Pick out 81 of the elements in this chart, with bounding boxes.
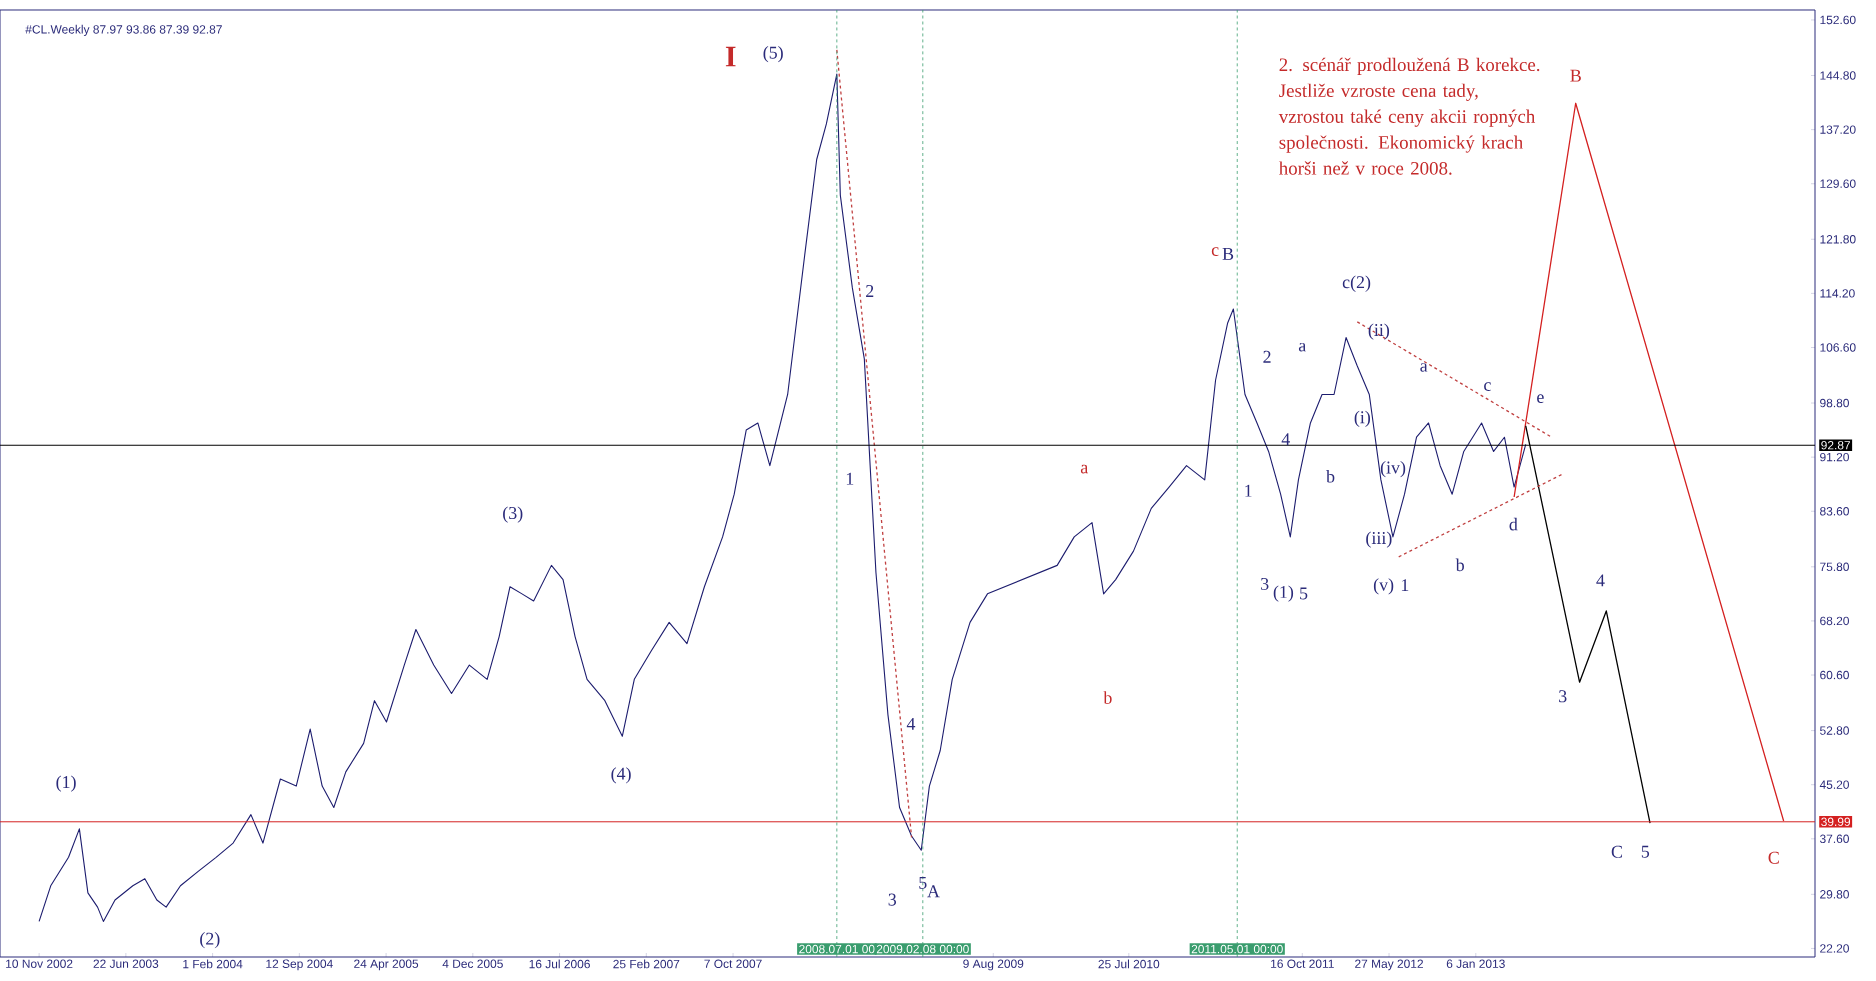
annotation: c(2): [1342, 275, 1371, 292]
y-tick-label: 45.20: [1819, 780, 1849, 789]
annotation: (1): [56, 775, 76, 792]
x-tick-label: 4 Dec 2005: [442, 959, 503, 968]
x-tick-label: 6 Jan 2013: [1446, 959, 1505, 968]
y-tick-label: 137.20: [1820, 125, 1856, 134]
ref-line-label: 2008.07.01 00: [799, 944, 875, 954]
y-tick-label: 91.20: [1820, 452, 1849, 462]
y-tick-label: 83.60: [1820, 507, 1849, 516]
annotation: 5: [1300, 587, 1308, 600]
annotation: a: [1080, 464, 1089, 474]
x-tick-label: 27 May 2012: [1355, 959, 1423, 971]
annotation: 2. scénář prodloužená B korekce. Jestliže vzroste cena tady, vzrostou také ceny akcii ropných společnosti. Ekonomický krach horši než v roce 2008.: [1278, 57, 1540, 175]
y-tick-label: 152.60: [1820, 15, 1856, 25]
annotation: 4: [1596, 574, 1605, 587]
x-tick-label: 24 Apr 2005: [354, 959, 419, 971]
annotation: I: [725, 46, 736, 67]
y-tick-label: 22.20: [1820, 944, 1849, 953]
y-tick-label: 60.60: [1820, 670, 1849, 680]
x-tick-label: 25 Feb 2007: [613, 959, 680, 969]
annotation: b: [1326, 469, 1335, 483]
annotation: b: [1103, 691, 1112, 704]
annotation: 5: [919, 876, 927, 889]
y-tick-label: 37.60: [1819, 834, 1849, 844]
text: #CL.Weekly 87.97 93.86 87.39 92.87: [25, 24, 222, 37]
annotation: B: [1222, 248, 1234, 260]
annotation: 1: [1401, 579, 1409, 592]
annotation: 2: [1263, 350, 1271, 363]
x-tick-label: 9 Aug 2009: [963, 959, 1024, 971]
x-tick-label: 25 Jul 2010: [1098, 959, 1160, 969]
annotation: (1): [1273, 585, 1294, 602]
annotation: 3: [888, 893, 897, 906]
annotation: (5): [763, 46, 783, 63]
annotation: a: [1298, 342, 1306, 352]
annotation: (v): [1373, 578, 1394, 595]
annotation: 2: [866, 285, 874, 297]
y-tick-label: 106.60: [1820, 343, 1856, 352]
annotation: e: [1537, 394, 1544, 403]
annotation: C: [1768, 851, 1779, 864]
annotation: b: [1455, 558, 1464, 572]
annotation: 3: [1261, 577, 1269, 590]
annotation: c: [1211, 247, 1219, 256]
x-tick-label: 22 Jun 2003: [93, 959, 159, 968]
ref-line-label: 2009.02.08 00:00: [876, 944, 969, 954]
y-tick-label: 68.20: [1820, 616, 1849, 626]
y-tick-label: 75.80: [1820, 562, 1849, 572]
annotation: (4): [611, 767, 631, 784]
y-tick-label: 121.80: [1820, 235, 1856, 244]
x-tick-label: 16 Oct 2011: [1271, 959, 1334, 968]
y-tick-label: 144.80: [1820, 71, 1856, 80]
y-tick-label: 129.60: [1820, 179, 1856, 188]
annotation: 4: [1281, 433, 1290, 446]
ref-line-label: 92.87: [1821, 441, 1851, 450]
annotation: 1: [846, 472, 854, 485]
annotation: 4: [906, 717, 916, 730]
annotation: A: [927, 885, 940, 898]
annotation: (iii): [1366, 531, 1392, 548]
annotation: c: [1484, 382, 1491, 391]
annotation: B: [1570, 69, 1581, 82]
annotation: 3: [1559, 690, 1567, 703]
y-tick-label: 29.80: [1820, 890, 1849, 899]
ref-line-label: 39.99: [1821, 817, 1851, 827]
annotation: d: [1509, 517, 1518, 531]
annotation: (i): [1354, 410, 1371, 428]
annotation: C: [1611, 845, 1622, 858]
annotation: (iv): [1380, 460, 1406, 478]
annotation: (ii): [1368, 323, 1390, 340]
y-tick-label: 114.20: [1820, 289, 1855, 298]
x-tick-label: 16 Jul 2006: [529, 959, 590, 969]
ref-line-label: 2011.05.01 00:00: [1191, 944, 1283, 954]
x-tick-label: 1 Feb 2004: [183, 959, 243, 969]
y-tick-label: 98.80: [1820, 398, 1849, 408]
annotation: a: [1420, 363, 1428, 372]
y-tick-label: 52.80: [1820, 726, 1849, 735]
x-tick-label: 7 Oct 2007: [704, 959, 762, 968]
annotation: 1: [1245, 484, 1252, 497]
annotation: 5: [1641, 845, 1650, 858]
x-tick-label: 10 Nov 2002: [6, 959, 73, 968]
annotation: (3): [503, 506, 523, 523]
annotation: (2): [200, 932, 220, 949]
x-tick-label: 12 Sep 2004: [266, 959, 333, 971]
